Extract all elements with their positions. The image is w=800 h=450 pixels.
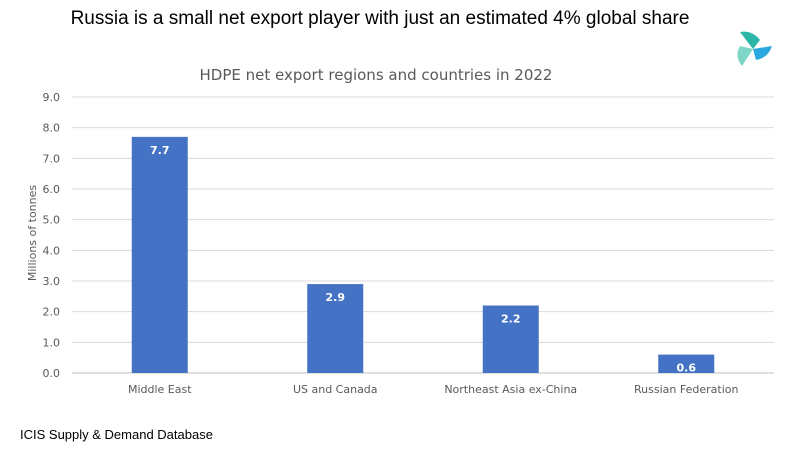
- y-tick-label: 6.0: [43, 183, 61, 196]
- x-tick-label: Middle East: [128, 383, 192, 396]
- data-label: 0.6: [677, 362, 697, 375]
- y-tick-label: 8.0: [43, 122, 61, 135]
- page-headline: Russia is a small net export player with…: [70, 8, 690, 29]
- bars: 7.7 2.9 2.2 0.6: [131, 136, 715, 375]
- x-axis-ticks: Middle East US and Canada Northeast Asia e…: [128, 383, 739, 396]
- bar: [482, 305, 539, 373]
- chart-title: HDPE net export regions and countries in…: [200, 66, 553, 84]
- y-tick-label: 4.0: [43, 244, 61, 257]
- icis-logo-icon: [737, 31, 772, 66]
- bar: [131, 136, 188, 373]
- y-tick-label: 9.0: [43, 91, 61, 104]
- y-axis-label: Millions of tonnes: [26, 185, 39, 281]
- data-label: 2.9: [326, 291, 346, 304]
- y-tick-label: 2.0: [43, 306, 61, 319]
- x-tick-label: Northeast Asia ex-China: [444, 383, 577, 396]
- bar: [658, 354, 715, 373]
- x-tick-label: US and Canada: [293, 383, 378, 396]
- y-axis-ticks: 0.0 1.0 2.0 3.0 4.0 5.0 6.0 7.0 8.0 9.0: [43, 91, 61, 380]
- y-tick-label: 3.0: [43, 275, 61, 288]
- bar-chart: HDPE net export regions and countries in…: [26, 66, 774, 396]
- data-label: 2.2: [501, 313, 521, 326]
- source-note: ICIS Supply & Demand Database: [20, 427, 213, 442]
- y-tick-label: 5.0: [43, 214, 61, 227]
- y-tick-label: 7.0: [43, 152, 61, 165]
- x-tick-label: Russian Federation: [634, 383, 738, 396]
- bar: [307, 284, 364, 373]
- gridlines: [72, 96, 774, 374]
- data-label: 7.7: [150, 144, 170, 157]
- y-tick-label: 0.0: [43, 367, 61, 380]
- y-tick-label: 1.0: [43, 336, 61, 349]
